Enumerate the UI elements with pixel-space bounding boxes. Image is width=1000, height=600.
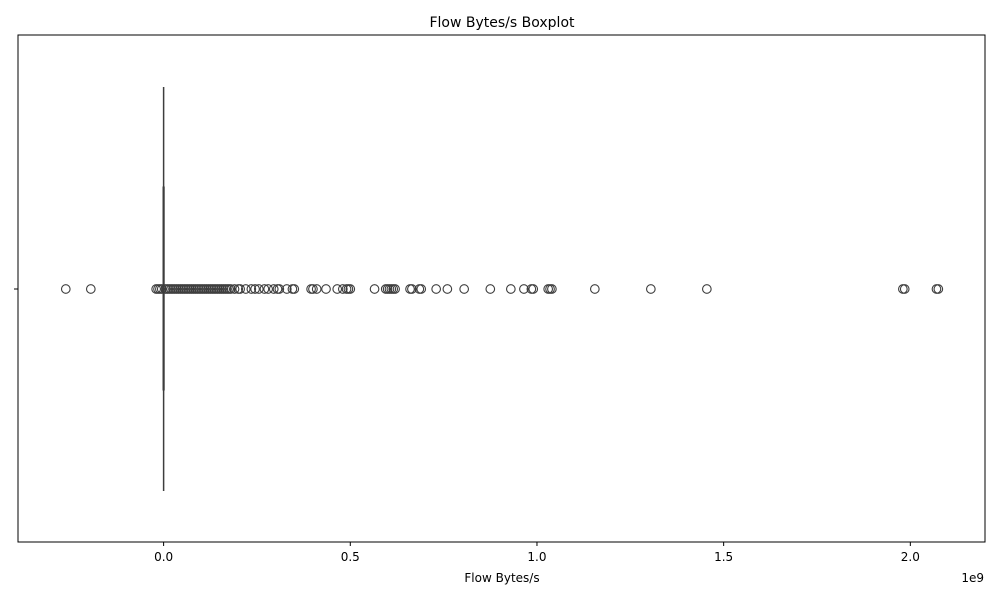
outlier-point xyxy=(156,284,167,294)
plot-area xyxy=(60,87,944,491)
outlier-point xyxy=(259,284,270,294)
x-axis: 0.0 0.5 1.0 1.5 2.0 xyxy=(154,542,920,564)
outlier-point xyxy=(235,284,245,294)
outlier-point xyxy=(519,284,529,294)
outlier-point xyxy=(274,284,285,294)
outlier-point xyxy=(485,284,496,294)
outlier-point xyxy=(263,284,274,294)
x-tick-label: 1.0 xyxy=(527,550,546,564)
outlier-point xyxy=(343,284,354,294)
outlier-point xyxy=(85,284,96,294)
outlier-point xyxy=(345,284,356,294)
outlier-point xyxy=(547,284,557,294)
outlier-point xyxy=(545,284,555,294)
outlier-point xyxy=(505,284,516,294)
outlier-point xyxy=(899,284,910,294)
outlier-point xyxy=(390,284,400,294)
outlier-point xyxy=(308,284,318,294)
outlier-point xyxy=(240,284,251,294)
outlier-point xyxy=(246,284,257,294)
outlier-point xyxy=(431,284,442,294)
outlier-point xyxy=(369,284,380,294)
outlier-point xyxy=(311,284,322,294)
outlier-point xyxy=(60,284,71,294)
outlier-point xyxy=(528,284,539,294)
outlier-point xyxy=(405,284,415,294)
x-tick-label: 1.5 xyxy=(714,550,733,564)
outlier-point xyxy=(250,284,260,294)
outlier-point xyxy=(289,284,300,294)
outlier-point xyxy=(332,284,343,294)
outlier-point xyxy=(931,284,942,294)
outlier-point xyxy=(253,284,264,294)
outlier-point xyxy=(701,284,712,294)
x-tick-label: 0.0 xyxy=(154,550,173,564)
outlier-point xyxy=(225,284,236,294)
outlier-point xyxy=(281,284,292,294)
outlier-point xyxy=(407,284,417,294)
outlier-point xyxy=(442,284,453,294)
outlier-point xyxy=(459,284,470,294)
x-tick-label: 0.5 xyxy=(341,550,360,564)
chart-title: Flow Bytes/s Boxplot xyxy=(429,15,575,31)
outlier-point xyxy=(416,284,427,294)
outlier-point xyxy=(287,284,298,294)
x-tick-label: 2.0 xyxy=(901,550,920,564)
outlier-point xyxy=(645,284,656,294)
outlier-point xyxy=(898,284,908,294)
x-axis-label: Flow Bytes/s xyxy=(464,571,539,585)
outlier-point xyxy=(321,284,331,294)
outlier-point xyxy=(589,284,600,294)
outlier-point xyxy=(337,284,348,294)
outlier-point xyxy=(933,284,944,294)
x-axis-offset-text: 1e9 xyxy=(961,571,984,585)
outlier-point xyxy=(229,284,240,294)
outlier-point xyxy=(268,284,279,294)
